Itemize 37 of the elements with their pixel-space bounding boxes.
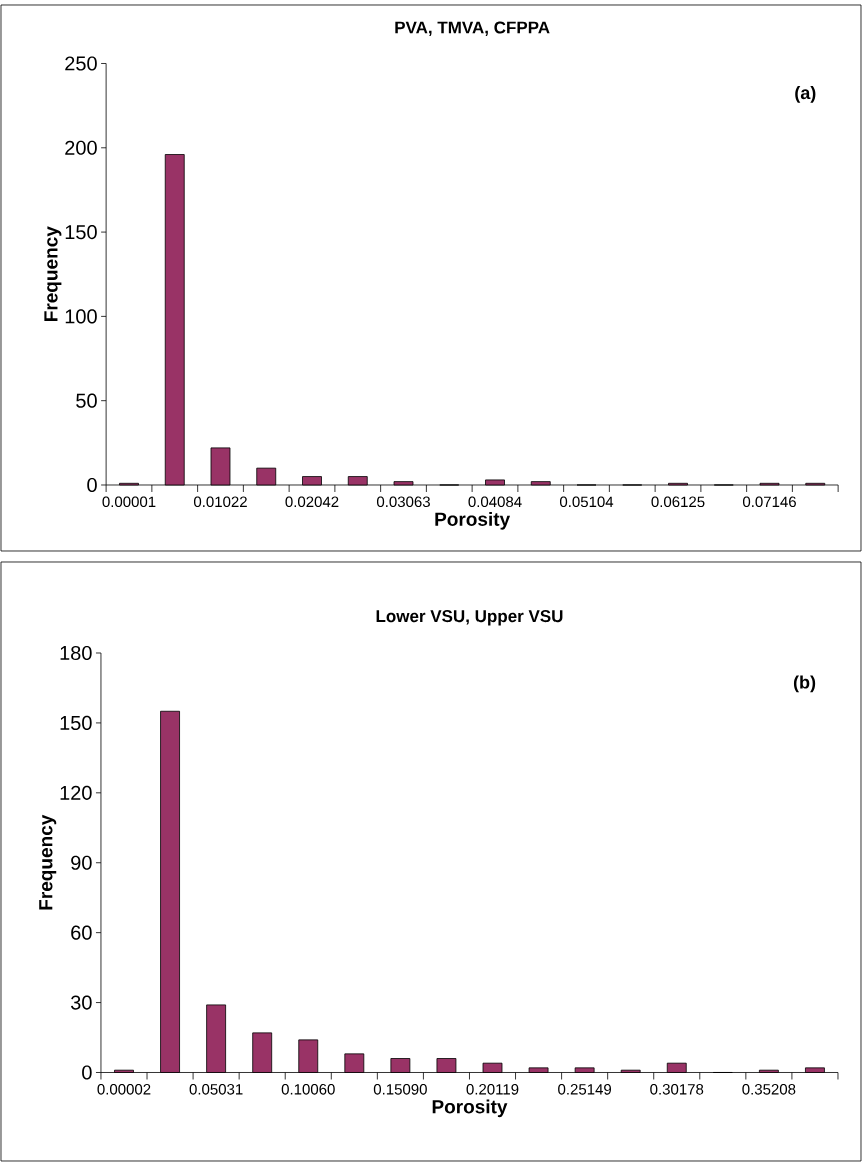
annotation: (a)	[795, 85, 816, 103]
y-tick-label: 90	[71, 855, 92, 870]
x-tick-label: 0.10060	[281, 1084, 335, 1095]
x-tick-label: 0.30178	[650, 1084, 704, 1095]
y-tick-label: 60	[71, 925, 92, 940]
y-tick-label: 0	[87, 477, 97, 493]
x-axis-title: Porosity	[432, 1099, 508, 1118]
y-tick-label: 0	[82, 1065, 92, 1080]
chart-title: PVA, TMVA, CFPPA	[395, 21, 550, 36]
x-tick-label: 0.25149	[558, 1084, 612, 1095]
y-axis-title: Frequency	[39, 814, 57, 910]
x-tick-label: 0.35208	[742, 1084, 796, 1095]
chart-title: Lower VSU, Upper VSU	[376, 610, 563, 626]
x-tick-label: 0.03063	[376, 496, 430, 508]
x-tick-label: 0.15090	[373, 1084, 427, 1095]
x-tick-label: 0.20119	[466, 1084, 519, 1095]
y-axis-title: Frequency	[44, 226, 62, 322]
x-tick-label: 0.06125	[651, 496, 705, 508]
x-tick-label: 0.04084	[468, 496, 522, 508]
x-tick-label: 0.02042	[285, 496, 339, 508]
y-tick-label: 150	[60, 715, 92, 730]
x-tick-label: 0.07146	[742, 496, 796, 508]
y-tick-label: 200	[65, 140, 97, 155]
y-tick-label: 30	[70, 995, 92, 1010]
x-tick-label: 0.05031	[189, 1084, 243, 1095]
x-tick-label: 0.01022	[193, 496, 247, 508]
y-tick-label: 120	[60, 785, 92, 800]
y-tick-label: 50	[76, 393, 97, 408]
x-tick-label: 0.00001	[102, 496, 156, 508]
x-axis-title: Porosity	[435, 511, 511, 530]
x-tick-label: 0.00002	[97, 1084, 151, 1095]
x-tick-label: 0.05104	[559, 496, 614, 508]
y-tick-label: 150	[65, 225, 97, 240]
y-tick-label: 250	[65, 56, 97, 71]
y-tick-label: 100	[65, 309, 97, 324]
y-tick-label: 180	[60, 645, 92, 661]
annotation: (b)	[793, 675, 816, 693]
